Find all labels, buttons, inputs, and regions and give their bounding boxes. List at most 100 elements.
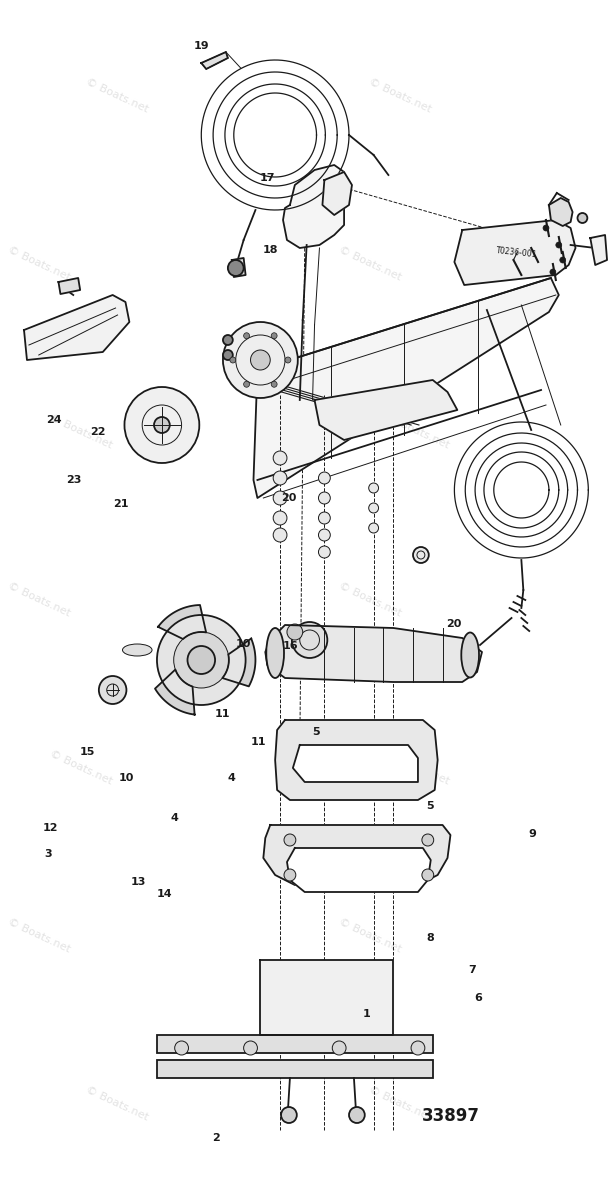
Circle shape xyxy=(422,834,434,846)
Circle shape xyxy=(157,614,246,704)
Text: 19: 19 xyxy=(193,41,209,50)
Polygon shape xyxy=(454,220,575,284)
Text: 5: 5 xyxy=(426,802,434,811)
Circle shape xyxy=(411,1040,425,1055)
Circle shape xyxy=(422,869,434,881)
Text: 22: 22 xyxy=(90,427,106,437)
Text: © Boats.net: © Boats.net xyxy=(85,77,150,115)
Polygon shape xyxy=(201,52,228,68)
Circle shape xyxy=(349,1106,365,1123)
Polygon shape xyxy=(293,745,418,782)
Polygon shape xyxy=(24,295,129,360)
Circle shape xyxy=(292,622,328,658)
Circle shape xyxy=(273,470,287,485)
Text: © Boats.net: © Boats.net xyxy=(367,1085,432,1123)
Circle shape xyxy=(368,503,379,514)
Circle shape xyxy=(287,624,303,640)
Circle shape xyxy=(550,269,556,275)
Ellipse shape xyxy=(123,644,152,656)
Circle shape xyxy=(413,547,429,563)
Circle shape xyxy=(124,386,199,463)
Text: 11: 11 xyxy=(251,737,267,746)
Text: © Boats.net: © Boats.net xyxy=(337,581,403,619)
Text: 9: 9 xyxy=(528,829,536,839)
Bar xyxy=(157,1060,432,1078)
Circle shape xyxy=(273,491,287,505)
Circle shape xyxy=(223,335,233,346)
Circle shape xyxy=(243,332,249,338)
Text: 11: 11 xyxy=(215,709,230,719)
Text: 23: 23 xyxy=(66,475,82,485)
Polygon shape xyxy=(223,638,256,686)
Polygon shape xyxy=(275,720,437,800)
Circle shape xyxy=(318,512,330,524)
Circle shape xyxy=(243,1040,257,1055)
Circle shape xyxy=(273,511,287,526)
Circle shape xyxy=(154,416,170,433)
Text: 2: 2 xyxy=(213,1133,220,1142)
Circle shape xyxy=(578,214,587,223)
Circle shape xyxy=(273,451,287,464)
Text: 15: 15 xyxy=(80,748,95,757)
Text: 10: 10 xyxy=(119,773,134,782)
Text: 8: 8 xyxy=(426,934,434,943)
Circle shape xyxy=(223,350,233,360)
Text: © Boats.net: © Boats.net xyxy=(48,413,114,451)
Text: © Boats.net: © Boats.net xyxy=(367,77,432,115)
Polygon shape xyxy=(283,164,344,248)
Polygon shape xyxy=(155,670,195,714)
Text: © Boats.net: © Boats.net xyxy=(6,245,72,283)
Text: 20: 20 xyxy=(281,493,296,503)
Circle shape xyxy=(174,1040,188,1055)
Text: 5: 5 xyxy=(312,727,320,737)
Polygon shape xyxy=(265,625,482,682)
Circle shape xyxy=(281,1106,297,1123)
Circle shape xyxy=(174,632,229,688)
Polygon shape xyxy=(590,235,607,265)
Circle shape xyxy=(318,546,330,558)
Text: 1: 1 xyxy=(363,1009,370,1019)
Text: 14: 14 xyxy=(156,889,172,899)
Polygon shape xyxy=(264,826,450,886)
Text: 17: 17 xyxy=(260,173,275,182)
Text: © Boats.net: © Boats.net xyxy=(385,749,451,787)
Text: © Boats.net: © Boats.net xyxy=(85,1085,150,1123)
Circle shape xyxy=(273,528,287,542)
Circle shape xyxy=(271,332,277,338)
Ellipse shape xyxy=(461,632,479,678)
Text: 24: 24 xyxy=(46,415,62,425)
Text: © Boats.net: © Boats.net xyxy=(337,917,403,955)
Polygon shape xyxy=(287,848,431,892)
Text: 4: 4 xyxy=(171,814,178,823)
Text: © Boats.net: © Boats.net xyxy=(385,413,451,451)
Circle shape xyxy=(230,358,235,362)
Text: 18: 18 xyxy=(263,245,278,254)
Polygon shape xyxy=(158,605,206,640)
Circle shape xyxy=(318,492,330,504)
Text: © Boats.net: © Boats.net xyxy=(337,245,403,283)
Circle shape xyxy=(556,242,562,248)
Circle shape xyxy=(560,257,565,263)
Circle shape xyxy=(368,482,379,493)
Polygon shape xyxy=(260,960,393,1034)
Text: 13: 13 xyxy=(131,877,146,887)
Ellipse shape xyxy=(267,628,284,678)
Text: 7: 7 xyxy=(468,965,476,974)
Text: 10: 10 xyxy=(236,640,251,649)
Circle shape xyxy=(243,382,249,388)
Circle shape xyxy=(99,676,126,704)
Circle shape xyxy=(284,869,296,881)
Circle shape xyxy=(318,472,330,484)
Circle shape xyxy=(187,646,215,674)
Circle shape xyxy=(543,226,549,230)
Circle shape xyxy=(284,834,296,846)
Polygon shape xyxy=(549,198,573,226)
Text: 12: 12 xyxy=(42,823,58,833)
Polygon shape xyxy=(232,258,246,277)
Text: © Boats.net: © Boats.net xyxy=(6,917,72,955)
Text: 4: 4 xyxy=(228,773,235,782)
Circle shape xyxy=(223,322,298,398)
Circle shape xyxy=(251,350,270,370)
Text: 33897: 33897 xyxy=(422,1106,480,1126)
Text: © Boats.net: © Boats.net xyxy=(6,581,72,619)
